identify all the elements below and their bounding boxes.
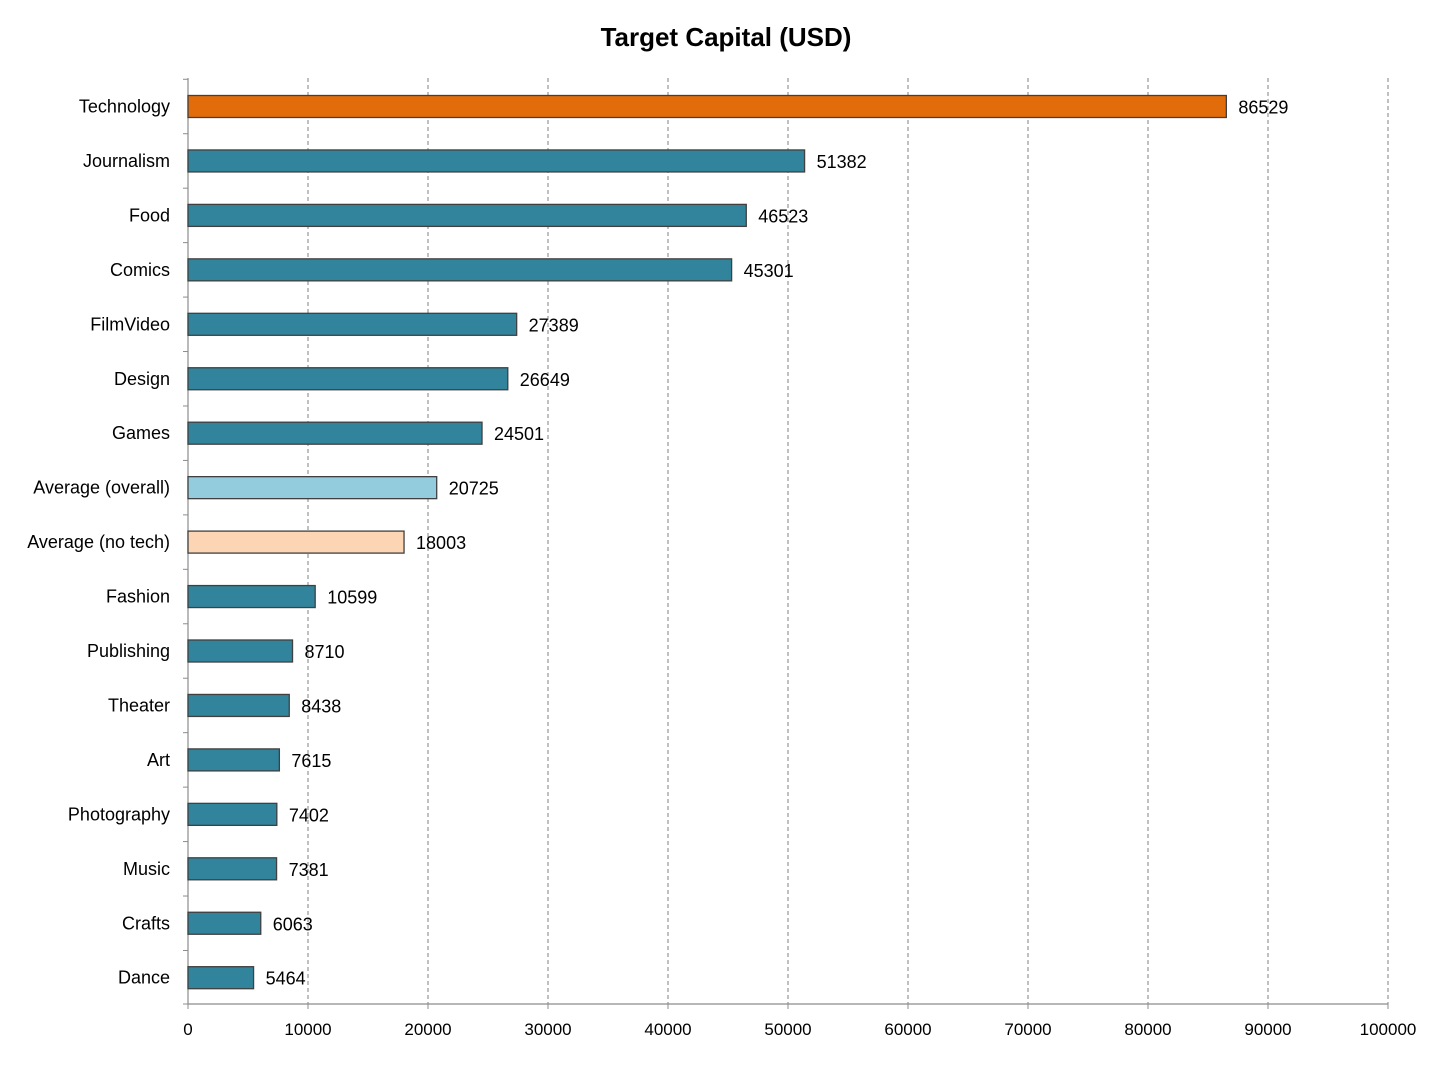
value-label-9: 10599	[327, 588, 377, 608]
value-label-5: 26649	[520, 370, 570, 390]
bar-publishing	[187, 639, 294, 663]
category-label-8: Average (no tech)	[27, 532, 170, 552]
value-label-3: 45301	[744, 261, 794, 281]
category-label-7: Average (overall)	[33, 478, 170, 498]
category-label-9: Fashion	[106, 587, 170, 607]
x-tick-label-9: 90000	[1244, 1020, 1291, 1039]
bar-photography	[187, 802, 278, 826]
value-label-2: 46523	[758, 206, 808, 226]
x-tick-label-3: 30000	[524, 1020, 571, 1039]
category-label-1: Journalism	[83, 151, 170, 171]
category-label-11: Theater	[108, 695, 170, 715]
value-label-6: 24501	[494, 424, 544, 444]
value-label-8: 18003	[416, 533, 466, 553]
category-label-16: Dance	[118, 968, 170, 988]
bar-music	[187, 857, 278, 881]
bar-theater	[187, 693, 290, 718]
value-label-1: 51382	[817, 152, 867, 172]
value-label-4: 27389	[529, 315, 579, 335]
bar-fashion	[187, 584, 316, 609]
category-label-15: Crafts	[122, 913, 170, 933]
x-tick-label-7: 70000	[1004, 1020, 1051, 1039]
category-label-14: Music	[123, 859, 170, 879]
value-label-0: 86529	[1238, 98, 1288, 118]
category-label-3: Comics	[110, 260, 170, 280]
category-label-0: Technology	[79, 97, 170, 117]
x-tick-label-0: 0	[183, 1020, 192, 1039]
category-label-6: Games	[112, 423, 170, 443]
value-label-14: 7381	[289, 860, 329, 880]
value-label-10: 8710	[305, 642, 345, 662]
category-label-4: FilmVideo	[90, 314, 170, 334]
x-tick-labels: 0 10000 20000 30000 40000 50000 60000 70000 8000…	[183, 1020, 1416, 1039]
chart-title: Target Capital (USD)	[601, 22, 852, 52]
value-label-16: 5464	[266, 969, 306, 989]
x-tick-label-2: 20000	[404, 1020, 451, 1039]
bar-technology	[187, 94, 1227, 119]
bar-food	[187, 203, 747, 228]
bars	[187, 94, 1227, 990]
x-tick-label-8: 80000	[1124, 1020, 1171, 1039]
category-label-13: Photography	[68, 804, 170, 824]
category-label-2: Food	[129, 205, 170, 225]
bar-dance	[187, 966, 255, 990]
bar-crafts	[187, 911, 262, 935]
x-tick-label-4: 40000	[644, 1020, 691, 1039]
gridlines	[307, 78, 1389, 1004]
value-label-15: 6063	[273, 914, 313, 934]
category-labels: Technology Journalism Food Comics FilmVideo D…	[27, 97, 170, 988]
value-label-7: 20725	[449, 479, 499, 499]
category-label-12: Art	[147, 750, 170, 770]
bar-comics	[187, 258, 733, 282]
x-tick-label-10: 100000	[1360, 1020, 1417, 1039]
category-label-10: Publishing	[87, 641, 170, 661]
value-label-13: 7402	[289, 805, 329, 825]
bar-filmvideo	[187, 312, 518, 336]
value-labels: 86529 51382 46523 45301 27389 26649 24501 20725…	[266, 98, 1289, 989]
x-tick-label-6: 60000	[884, 1020, 931, 1039]
value-label-12: 7615	[291, 751, 331, 771]
bar-journalism	[187, 149, 806, 173]
bar-art	[187, 748, 281, 772]
bar-games	[187, 421, 483, 445]
value-label-11: 8438	[301, 696, 341, 716]
x-tick-label-5: 50000	[764, 1020, 811, 1039]
x-tick-label-1: 10000	[284, 1020, 331, 1039]
bar-design	[187, 367, 509, 391]
bar-average-overall	[187, 475, 438, 500]
bar-average-no-tech	[187, 530, 405, 554]
category-label-5: Design	[114, 369, 170, 389]
